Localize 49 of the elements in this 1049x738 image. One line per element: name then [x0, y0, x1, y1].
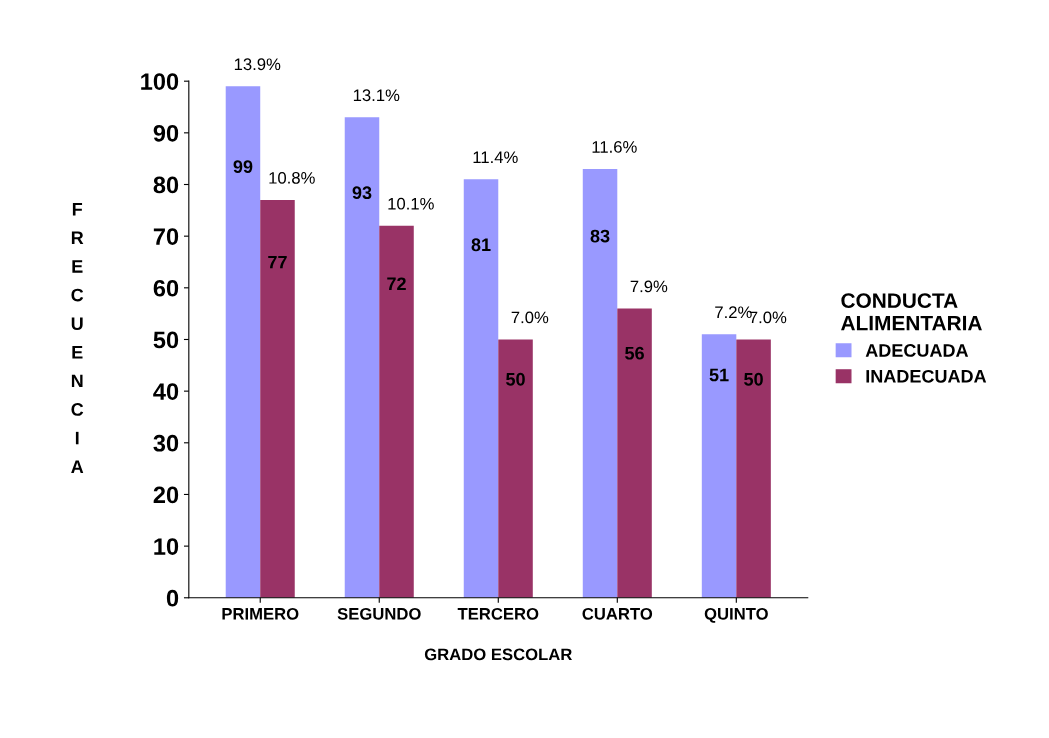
bar: [225, 86, 261, 598]
annotation: 11.4%: [473, 151, 518, 164]
y-tick-label: 50: [153, 331, 179, 349]
y-tick-label: 10: [154, 538, 179, 555]
bar: [498, 339, 533, 598]
data-label: 93: [352, 186, 372, 200]
data-label: 83: [590, 229, 610, 243]
y-tick-label: 60: [153, 279, 179, 297]
x-axis-title: GRADO ESCOLAR: [424, 648, 573, 661]
annotation: 10.1%: [388, 197, 434, 210]
annotation: 10.8%: [269, 171, 315, 184]
data-label: 50: [506, 372, 525, 386]
bar: [463, 179, 499, 598]
data-label: 51: [709, 368, 729, 382]
data-label: 72: [387, 277, 406, 291]
x-tick-label: TERCERO: [457, 607, 539, 620]
y-tick-label: 40: [153, 383, 179, 400]
y-tick-label: 100: [141, 73, 179, 90]
data-label: 50: [744, 372, 763, 386]
bar: [379, 225, 414, 598]
y-tick-label: 0: [166, 589, 179, 607]
y-tick-label: 20: [153, 486, 179, 504]
y-tick-label: 30: [153, 434, 179, 452]
data-label: 77: [268, 255, 287, 269]
data-label: 81: [471, 238, 491, 252]
text: FRECUENCIA: [71, 202, 84, 473]
legend-title: CONDUCTA ALIMENTARIA: [841, 293, 982, 331]
bar: [617, 308, 652, 598]
legend-label: INADECUADA: [866, 369, 987, 383]
data-label: 56: [625, 346, 644, 360]
annotation: 13.9%: [234, 58, 281, 71]
annotation: 13.1%: [353, 89, 400, 102]
x-tick-label: CUARTO: [582, 607, 653, 620]
annotation: 11.6%: [592, 140, 637, 153]
bar: [344, 117, 380, 598]
annotation: 7.0%: [511, 311, 549, 324]
bar: [260, 200, 295, 598]
legend-label: ADECUADA: [865, 344, 969, 357]
annotation: 7.9%: [630, 280, 668, 293]
x-tick-label: QUINTO: [704, 607, 768, 623]
x-tick-label: PRIMERO: [222, 607, 299, 620]
y-tick-label: 90: [153, 124, 179, 142]
bar: [736, 339, 771, 598]
data-label: 99: [233, 160, 253, 174]
x-tick-label: SEGUNDO: [337, 607, 421, 620]
y-tick-label: 70: [153, 228, 179, 245]
y-tick-label: 80: [153, 176, 179, 194]
bar: [701, 334, 737, 598]
bar: [582, 169, 618, 598]
